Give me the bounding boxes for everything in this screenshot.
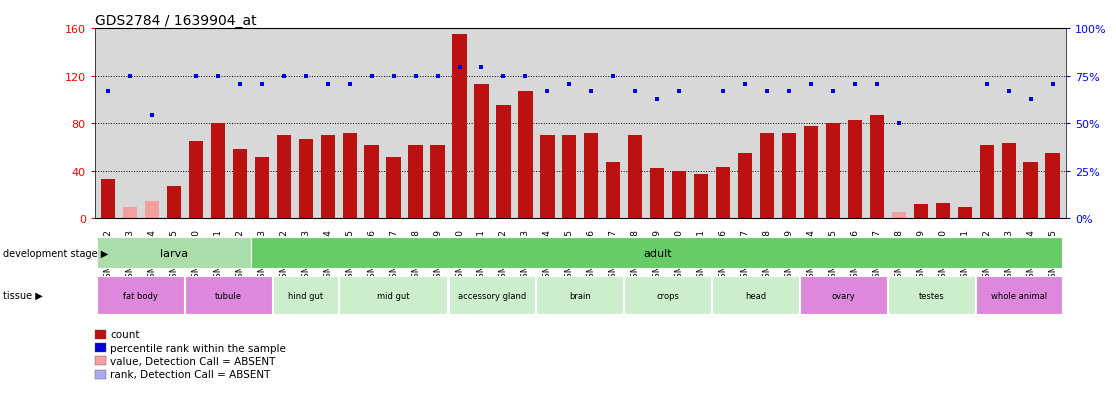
Text: hind gut: hind gut <box>288 291 323 300</box>
Bar <box>1046 154 1060 219</box>
Text: tissue ▶: tissue ▶ <box>3 290 44 300</box>
Bar <box>672 171 686 219</box>
Text: fat body: fat body <box>123 291 157 300</box>
Bar <box>251 237 1062 269</box>
Bar <box>452 35 466 219</box>
Bar <box>1023 163 1038 219</box>
Bar <box>277 136 291 219</box>
Bar <box>540 136 555 219</box>
Bar <box>166 187 181 219</box>
Bar <box>189 142 203 219</box>
Bar <box>537 277 623 314</box>
Bar <box>518 92 532 219</box>
Bar <box>233 150 247 219</box>
Text: accessory gland: accessory gland <box>458 291 526 300</box>
Text: GDS2784 / 1639904_at: GDS2784 / 1639904_at <box>95 14 257 28</box>
Bar <box>914 205 927 219</box>
Bar <box>299 139 312 219</box>
Bar <box>848 120 862 219</box>
Bar <box>100 180 115 219</box>
Bar <box>386 157 401 219</box>
Bar <box>624 277 711 314</box>
Text: testes: testes <box>918 291 944 300</box>
Bar <box>431 145 444 219</box>
Bar <box>650 169 664 219</box>
Text: crops: crops <box>656 291 679 300</box>
Bar <box>716 168 730 219</box>
Bar <box>97 277 184 314</box>
Bar <box>254 157 269 219</box>
Bar <box>272 277 338 314</box>
Text: rank, Detection Call = ABSENT: rank, Detection Call = ABSENT <box>110 369 271 379</box>
Bar <box>145 201 160 219</box>
Bar <box>760 133 775 219</box>
Text: whole animal: whole animal <box>991 291 1047 300</box>
Bar <box>343 133 357 219</box>
Bar <box>628 136 643 219</box>
Text: tubule: tubule <box>214 291 242 300</box>
Text: ovary: ovary <box>831 291 855 300</box>
Text: adult: adult <box>643 248 672 258</box>
Bar <box>804 126 818 219</box>
Bar <box>694 175 709 219</box>
Bar <box>935 204 950 219</box>
Text: head: head <box>745 291 766 300</box>
Bar <box>97 237 251 269</box>
Text: development stage ▶: development stage ▶ <box>3 248 108 258</box>
Text: count: count <box>110 330 140 339</box>
Bar <box>584 133 598 219</box>
Bar <box>449 277 536 314</box>
Bar <box>980 145 994 219</box>
Bar <box>211 124 225 219</box>
Bar <box>800 277 887 314</box>
Bar <box>888 277 974 314</box>
Bar <box>712 277 799 314</box>
Text: mid gut: mid gut <box>377 291 410 300</box>
Bar <box>975 277 1062 314</box>
Bar <box>826 124 840 219</box>
Bar <box>958 207 972 219</box>
Bar <box>497 106 511 219</box>
Bar <box>606 163 620 219</box>
Bar <box>782 133 796 219</box>
Text: larva: larva <box>160 248 187 258</box>
Bar <box>123 207 137 219</box>
Text: value, Detection Call = ABSENT: value, Detection Call = ABSENT <box>110 356 276 366</box>
Bar <box>869 116 884 219</box>
Bar <box>185 277 271 314</box>
Bar <box>320 136 335 219</box>
Bar <box>562 136 577 219</box>
Bar <box>738 154 752 219</box>
Text: percentile rank within the sample: percentile rank within the sample <box>110 343 287 353</box>
Text: brain: brain <box>569 291 590 300</box>
Bar <box>892 213 906 219</box>
Bar <box>408 145 423 219</box>
Bar <box>338 277 448 314</box>
Bar <box>365 145 378 219</box>
Bar <box>1001 144 1016 219</box>
Bar <box>474 85 489 219</box>
